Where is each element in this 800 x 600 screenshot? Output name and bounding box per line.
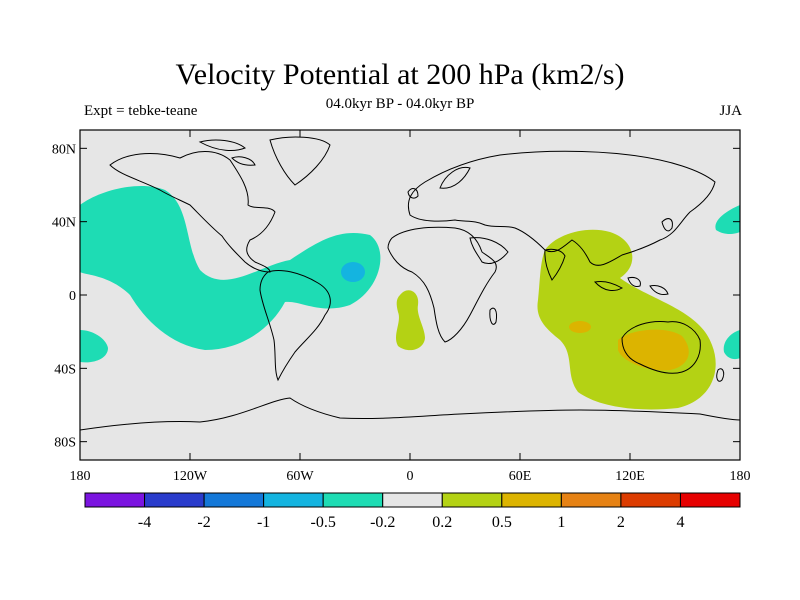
colorbar-swatch [203, 492, 265, 508]
colorbar-label: 2 [617, 514, 625, 531]
coastline-africa [387, 226, 497, 343]
positive-core-indian-ocean [569, 321, 591, 333]
colorbar-label: -2 [197, 514, 210, 531]
colorbar-swatch [263, 492, 324, 508]
lon-tick-label: 60W [286, 469, 314, 484]
positive-core-australia [618, 329, 689, 371]
negative-core-atlantic [341, 262, 365, 282]
colorbar-swatch [679, 492, 741, 508]
experiment-label: Expt = tebke-teane [84, 103, 198, 119]
negative-region-southeast-edge [723, 330, 740, 360]
colorbar: -4 -2 -1 -0.5 -0.2 0.2 0.5 1 2 4 [84, 492, 741, 531]
lon-tick-label: 120W [173, 469, 208, 484]
colorbar-swatch [501, 492, 562, 508]
lat-tick-label: 40S [54, 362, 76, 377]
negative-region-northeast-edge [715, 205, 740, 234]
colorbar-label: 4 [676, 514, 684, 531]
colorbar-swatch [441, 492, 503, 508]
colorbar-label: 0.2 [432, 514, 452, 531]
lat-tick-label: 80S [54, 436, 76, 451]
coastline-antarctica [80, 397, 740, 431]
colorbar-swatch [560, 492, 622, 508]
coastline-arctic-islands [198, 139, 256, 166]
colorbar-label: 0.5 [492, 514, 512, 531]
colorbar-label: -4 [138, 514, 151, 531]
lat-tick-label: 0 [69, 289, 76, 304]
negative-region-pacific-atlantic [80, 185, 381, 350]
lon-tick-label: 180 [730, 469, 751, 484]
coastline-arabia [469, 237, 509, 265]
contour-fill-regions [80, 185, 740, 410]
colorbar-swatch [144, 492, 205, 508]
lon-tick-label: 60E [509, 469, 532, 484]
colorbar-swatch [382, 492, 443, 508]
coastline-india [544, 248, 566, 281]
coastline-north-america [109, 151, 276, 273]
negative-region-southwest-edge [80, 330, 108, 363]
colorbar-swatch [322, 492, 384, 508]
plot-subtitle: 04.0kyr BP - 04.0kyr BP [325, 96, 475, 112]
coastline-australia [621, 321, 701, 374]
colorbar-label: -0.2 [370, 514, 395, 531]
coastline-madagascar [489, 307, 497, 325]
lat-tick-label: 80N [52, 142, 76, 157]
coastline-scandinavia [439, 166, 471, 189]
coastline-greenland [269, 136, 331, 186]
coastline-new-zealand [716, 368, 725, 382]
colorbar-swatch [84, 492, 146, 508]
plot-title: Velocity Potential at 200 hPa (km2/s) [175, 58, 625, 91]
positive-region-south-atlantic [396, 290, 425, 351]
coastline-eurasia [407, 150, 716, 266]
colorbar-label: -1 [257, 514, 270, 531]
coastlines [80, 136, 740, 431]
lon-tick-label: 120E [615, 469, 645, 484]
colorbar-swatch [620, 492, 681, 508]
lon-tick-label: 180 [70, 469, 91, 484]
season-label: JJA [719, 103, 742, 119]
lat-tick-label: 40N [52, 216, 76, 231]
colorbar-label: -0.5 [311, 514, 336, 531]
latitude-axis: 80N 40N 0 40S 80S [52, 142, 740, 451]
coastline-japan [661, 218, 673, 232]
coastline-british-isles [407, 188, 419, 199]
lon-tick-label: 0 [407, 469, 414, 484]
longitude-axis: 180 120W 60W 0 60E 120E 180 [70, 130, 751, 484]
coastline-indonesia [594, 277, 669, 295]
coastline-south-america [259, 269, 331, 382]
colorbar-label: 1 [557, 514, 565, 531]
